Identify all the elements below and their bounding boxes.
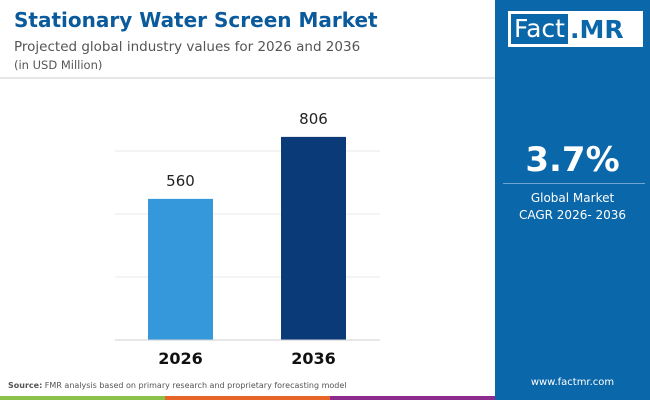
source-text: FMR analysis based on primary research a… [42, 381, 347, 390]
cagr-label-line2: CAGR 2026- 2036 [518, 208, 627, 222]
x-tick-label: 2036 [291, 349, 336, 368]
chart-title: Stationary Water Screen Market [14, 8, 378, 32]
stripe-orange [165, 396, 330, 400]
side-panel [495, 0, 650, 400]
unit-label: (in USD Million) [14, 58, 103, 72]
cagr-label: Global Market CAGR 2026- 2036 [495, 190, 650, 224]
website-link[interactable]: www.factmr.com [530, 377, 615, 388]
cagr-value: 3.7% [525, 140, 620, 180]
logo-text-mr: .MR [569, 14, 624, 44]
stripe-blue [495, 396, 650, 400]
logo-text-fact: Fact [511, 14, 568, 44]
cagr-divider [503, 183, 645, 184]
cagr-label-line1: Global Market [530, 191, 615, 205]
chart-subtitle: Projected global industry values for 202… [14, 39, 361, 55]
bar-2026 [148, 198, 213, 340]
factmr-logo: Fact .MR [508, 11, 643, 47]
source-note: Source: FMR analysis based on primary re… [8, 381, 347, 390]
bar-chart: 560 2026 806 2036 [115, 110, 380, 368]
data-label: 560 [166, 172, 195, 190]
stripe-purple [330, 396, 495, 400]
stripe-green [0, 396, 165, 400]
divider [0, 77, 495, 79]
x-tick-label: 2026 [158, 349, 203, 368]
bar-2036 [281, 136, 346, 340]
source-label: Source: [8, 381, 43, 390]
data-label: 806 [299, 110, 328, 128]
